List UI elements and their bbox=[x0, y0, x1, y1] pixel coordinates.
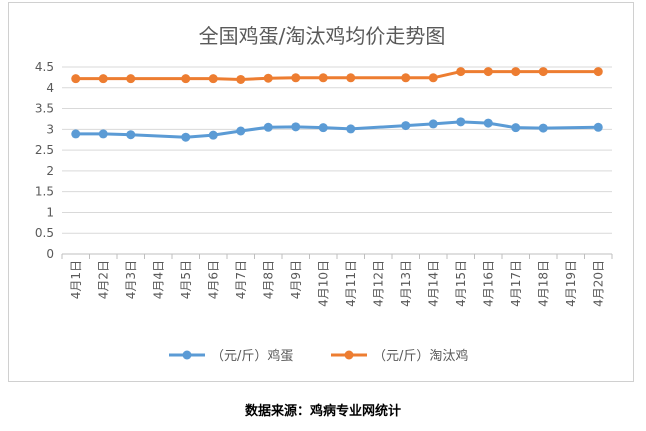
y-tick-label: 3 bbox=[46, 122, 54, 136]
x-tick-label: 4月12日 bbox=[371, 260, 385, 307]
x-tick-label: 4月6日 bbox=[206, 260, 220, 299]
x-axis: 4月1日 4月2日 4月3日 4月4日 4月5日 4月6日 4月7日 4月8日 4月9日 4月10… bbox=[61, 254, 613, 307]
data-point bbox=[346, 73, 356, 83]
legend: （元/斤）鸡蛋 （元/斤）淘汰鸡 bbox=[169, 348, 468, 364]
y-tick-label: 3.5 bbox=[35, 102, 54, 116]
x-tick-label: 4月1日 bbox=[69, 260, 83, 299]
data-point bbox=[428, 73, 438, 83]
data-point bbox=[401, 121, 411, 131]
legend-label: （元/斤）鸡蛋 bbox=[211, 348, 293, 364]
data-point bbox=[263, 122, 273, 132]
data-point bbox=[71, 129, 81, 139]
data-point bbox=[483, 118, 493, 128]
line-chart: 全国鸡蛋/淘汰鸡均价走势图 00.511.522.533.544.5 4月1日 4… bbox=[35, 24, 613, 364]
data-point bbox=[291, 73, 301, 83]
data-point bbox=[98, 74, 108, 84]
y-tick-label: 2.5 bbox=[35, 143, 54, 157]
y-tick-label: 1.5 bbox=[35, 185, 54, 199]
data-point bbox=[593, 122, 603, 132]
data-point bbox=[236, 126, 246, 136]
y-axis: 0 0.5 1 1.5 2 2.5 3 3.5 4 4.5 bbox=[35, 60, 54, 261]
data-point bbox=[511, 123, 521, 133]
x-tick-label: 4月19日 bbox=[564, 260, 578, 307]
data-point bbox=[181, 132, 191, 142]
data-point bbox=[126, 130, 136, 140]
chart-frame: 全国鸡蛋/淘汰鸡均价走势图 0 0.5 1 1.5 2 2.5 3 3.5 4 4.5 4月1日 4… bbox=[8, 2, 634, 382]
data-point bbox=[98, 129, 108, 139]
legend-marker bbox=[182, 350, 192, 360]
data-point bbox=[71, 74, 81, 84]
data-point bbox=[401, 73, 411, 83]
data-point bbox=[291, 122, 301, 132]
data-point bbox=[318, 73, 328, 83]
data-point bbox=[208, 74, 218, 84]
x-tick-label: 4月8日 bbox=[261, 260, 275, 299]
data-point bbox=[346, 124, 356, 134]
data-point bbox=[236, 74, 246, 84]
series-lines bbox=[71, 67, 603, 142]
data-point bbox=[208, 130, 218, 140]
chart-title: 全国鸡蛋/淘汰鸡均价走势图 bbox=[199, 24, 446, 48]
x-tick-label: 4月4日 bbox=[151, 260, 165, 299]
data-point bbox=[511, 67, 521, 77]
data-point bbox=[263, 73, 273, 83]
x-tick-label: 4月2日 bbox=[96, 260, 110, 299]
x-tick-label: 4月11日 bbox=[344, 260, 358, 307]
source-note: 数据来源：鸡病专业网统计 bbox=[244, 404, 401, 419]
x-tick-label: 4月13日 bbox=[399, 260, 413, 307]
data-point bbox=[181, 74, 191, 84]
grid-lines bbox=[62, 66, 612, 255]
data-point bbox=[483, 67, 493, 77]
x-tick-label: 4月7日 bbox=[234, 260, 248, 299]
x-tick-label: 4月16日 bbox=[481, 260, 495, 307]
x-tick-label: 4月3日 bbox=[124, 260, 138, 299]
legend-label: （元/斤）淘汰鸡 bbox=[373, 348, 468, 364]
y-tick-label: 2 bbox=[46, 164, 54, 178]
x-tick-label: 4月20日 bbox=[591, 260, 605, 307]
x-tick-label: 4月5日 bbox=[179, 260, 193, 299]
y-tick-label: 0.5 bbox=[35, 226, 54, 240]
y-tick-label: 4.5 bbox=[35, 60, 54, 74]
data-point bbox=[126, 74, 136, 84]
data-point bbox=[593, 67, 603, 77]
legend-marker bbox=[344, 350, 354, 360]
x-tick-label: 4月17日 bbox=[509, 260, 523, 307]
data-point bbox=[538, 67, 548, 77]
x-tick-label: 4月9日 bbox=[289, 260, 303, 299]
data-point bbox=[428, 119, 438, 129]
data-point bbox=[538, 123, 548, 133]
x-tick-label: 4月15日 bbox=[454, 260, 468, 307]
x-tick-label: 4月10日 bbox=[316, 260, 330, 307]
y-tick-label: 0 bbox=[46, 247, 54, 261]
data-point bbox=[456, 67, 466, 77]
x-tick-label: 4月14日 bbox=[426, 260, 440, 307]
x-tick-label: 4月18日 bbox=[536, 260, 550, 307]
data-point bbox=[318, 123, 328, 133]
y-tick-label: 1 bbox=[46, 205, 54, 219]
y-tick-label: 4 bbox=[46, 81, 54, 95]
data-point bbox=[456, 117, 466, 127]
